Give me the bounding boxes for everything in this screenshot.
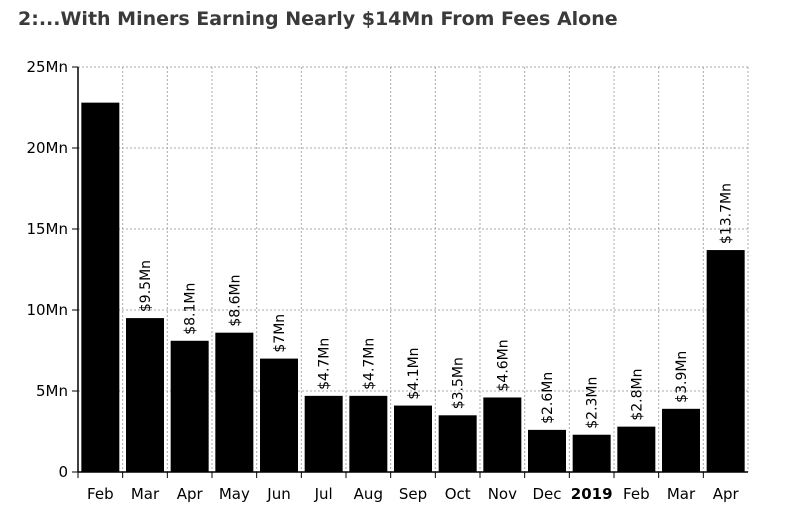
x-tick-label: Oct <box>445 485 471 503</box>
bar <box>126 318 164 472</box>
bar <box>438 415 477 472</box>
bar-data-label: $4.1Mn <box>406 347 422 399</box>
bar <box>528 429 566 472</box>
x-tick-label: Apr <box>713 485 740 503</box>
bar-data-label: $8.1Mn <box>183 283 199 335</box>
bar-data-label: $7Mn <box>272 314 288 353</box>
bar <box>215 332 254 472</box>
bar-data-label: $4.7Mn <box>361 338 377 390</box>
chart-title: 2:...With Miners Earning Nearly $14Mn Fr… <box>18 8 618 30</box>
bar-data-label: $9.5Mn <box>138 260 154 312</box>
x-tick-label: Aug <box>354 485 383 503</box>
x-tick-label: Feb <box>623 485 650 503</box>
grid-lines <box>78 66 749 472</box>
y-tick-label: 15Mn <box>26 220 68 238</box>
x-tick-label: Nov <box>488 485 517 503</box>
y-tick-label: 10Mn <box>26 301 68 319</box>
bar <box>483 397 522 472</box>
axes <box>72 66 748 478</box>
bar-data-label: $2.8Mn <box>629 369 645 421</box>
bar-data-label: $2.3Mn <box>585 377 601 429</box>
y-tick-label: 20Mn <box>26 139 68 157</box>
y-tick-label: 0 <box>58 463 68 481</box>
bar-data-label: $3.9Mn <box>674 351 690 403</box>
x-tick-label: Feb <box>87 485 114 503</box>
x-tick-label: 2019 <box>571 485 613 503</box>
bar-data-label: $4.6Mn <box>495 339 511 391</box>
bar <box>394 405 432 472</box>
bar-data-label: $13.7Mn <box>719 183 735 244</box>
bar-data-label: $3.5Mn <box>451 357 467 409</box>
bar <box>260 358 298 472</box>
bar <box>617 426 656 472</box>
x-tick-label: May <box>219 485 250 503</box>
bar <box>349 395 388 472</box>
bar <box>572 434 611 472</box>
bar-data-label: $8.6Mn <box>227 275 243 327</box>
x-tick-label: Sep <box>399 485 427 503</box>
bar <box>706 250 745 472</box>
x-tick-label: Jul <box>314 485 333 503</box>
bars <box>81 102 745 472</box>
labels: 0 5Mn 10Mn 15Mn 20Mn 25Mn Feb $9.5Mn Mar $8.1Mn Ap… <box>26 58 739 503</box>
bar-data-label: $4.7Mn <box>317 338 333 390</box>
bar <box>81 102 120 472</box>
y-tick-label: 5Mn <box>36 382 68 400</box>
x-tick-label: Apr <box>177 485 204 503</box>
x-tick-label: Jun <box>266 485 290 503</box>
bar <box>304 395 343 472</box>
bar <box>170 340 209 472</box>
x-tick-label: Dec <box>532 485 561 503</box>
bar <box>662 408 700 472</box>
y-tick-label: 25Mn <box>26 58 68 76</box>
bar-data-label: $2.6Mn <box>540 372 556 424</box>
x-tick-label: Mar <box>131 485 160 503</box>
x-tick-label: Mar <box>667 485 696 503</box>
